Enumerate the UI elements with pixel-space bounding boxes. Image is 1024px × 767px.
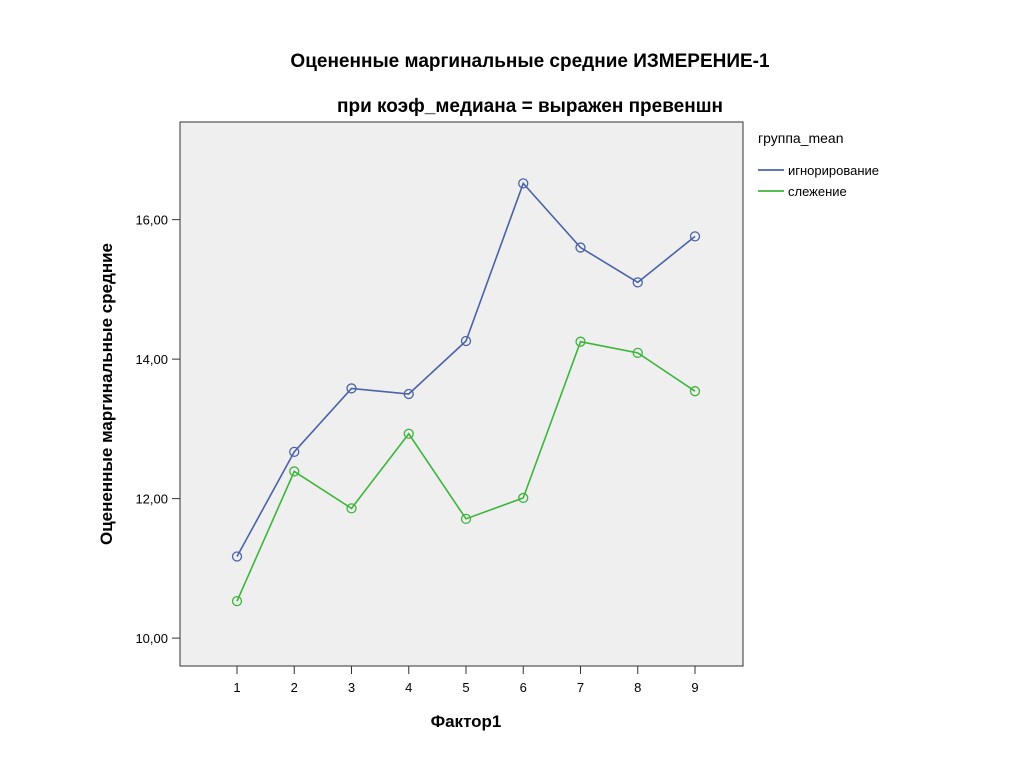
y-tick-label: 10,00 [135, 631, 168, 646]
data-point [632, 277, 643, 288]
legend: группа_mean игнорирование слежение [758, 130, 879, 199]
y-axis-label: Оцененные маргинальные средние [97, 243, 116, 545]
legend-entry: игнорирование [788, 163, 879, 178]
data-point [689, 231, 701, 242]
y-axis: 10,00 12,00 14,00 16,00 [135, 213, 180, 646]
data-point [689, 386, 701, 397]
x-tick-label: 3 [348, 680, 355, 695]
data-point [231, 595, 243, 607]
data-point [518, 492, 529, 504]
data-point [403, 428, 414, 439]
data-point [403, 388, 414, 400]
data-point [575, 242, 586, 253]
data-point [460, 513, 472, 524]
series-line [236, 181, 696, 557]
chart-title: Оцененные маргинальные средние ИЗМЕРЕНИЕ… [290, 51, 770, 72]
y-tick-label: 16,00 [135, 213, 168, 228]
x-tick-label: 8 [634, 680, 641, 695]
legend-title: группа_mean [758, 130, 844, 146]
plot-area [179, 121, 744, 667]
x-tick-label: 7 [577, 680, 584, 695]
x-tick-label: 4 [405, 680, 412, 695]
series-layer [231, 178, 701, 607]
x-tick-label: 1 [233, 680, 240, 695]
x-axis: 1 2 3 4 5 6 7 8 9 [233, 666, 699, 695]
data-point [575, 336, 586, 347]
data-point [632, 347, 643, 359]
x-tick-label: 2 [291, 680, 298, 695]
data-point [346, 503, 357, 514]
x-tick-label: 6 [520, 680, 527, 695]
x-axis-label: Фактор1 [431, 712, 502, 731]
data-point [231, 551, 243, 562]
data-point [346, 383, 357, 394]
legend-entry: слежение [788, 184, 847, 199]
data-point [289, 466, 300, 477]
data-point [518, 178, 529, 189]
y-tick-label: 12,00 [135, 492, 168, 507]
x-tick-label: 9 [691, 680, 698, 695]
y-tick-label: 14,00 [135, 352, 168, 367]
chart-subtitle: при коэф_медиана = выражен превеншн [337, 96, 723, 117]
x-tick-label: 5 [462, 680, 469, 695]
data-point [289, 446, 300, 458]
series-line [236, 340, 696, 602]
data-point [460, 335, 472, 347]
